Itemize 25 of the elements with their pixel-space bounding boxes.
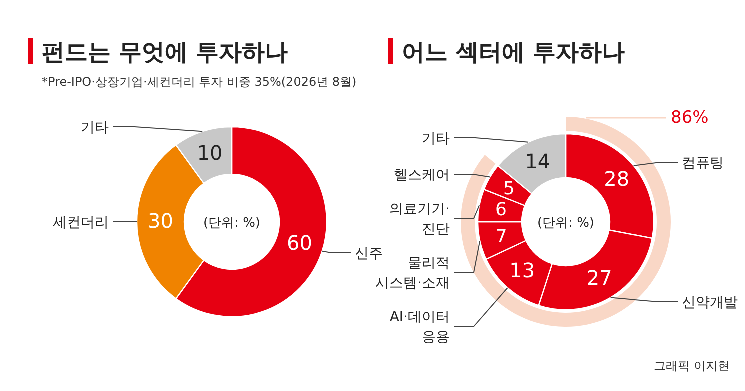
data-label: 28 (604, 166, 630, 191)
slice-label: 의료기기· 진단 (390, 202, 450, 238)
chart-title: 어느 섹터에 투자하나 (402, 40, 626, 66)
data-label: 6 (495, 200, 507, 221)
chart-subtitle: *Pre-IPO·상장기업·세컨더리 투자 비중 35%(2026년 8월) (42, 75, 357, 89)
slice-label: 신약개발 (682, 295, 738, 312)
chart-title: 펀드는 무엇에 투자하나 (42, 40, 288, 66)
data-label: 10 (197, 141, 223, 166)
text: 그래픽 이지현 (654, 359, 730, 373)
text: 86% (671, 108, 709, 128)
slice-label: 헬스케어 (394, 168, 450, 184)
data-label: 7 (496, 226, 508, 248)
text: (단위: %) (537, 216, 595, 231)
data-label: 5 (503, 178, 515, 200)
data-label: 14 (525, 149, 551, 174)
slice-label: 컴퓨팅 (682, 156, 724, 172)
data-label: 13 (510, 258, 536, 283)
data-label: 27 (586, 266, 612, 290)
slice-label: 기타 (422, 130, 450, 147)
slice-label: AI·데이터 응용 (390, 310, 450, 346)
data-label: 60 (287, 231, 312, 256)
slice-label: 기타 (81, 120, 109, 136)
slice-label: 세컨더리 (53, 215, 109, 231)
data-label: 30 (148, 209, 174, 233)
text: (단위: %) (203, 216, 261, 231)
